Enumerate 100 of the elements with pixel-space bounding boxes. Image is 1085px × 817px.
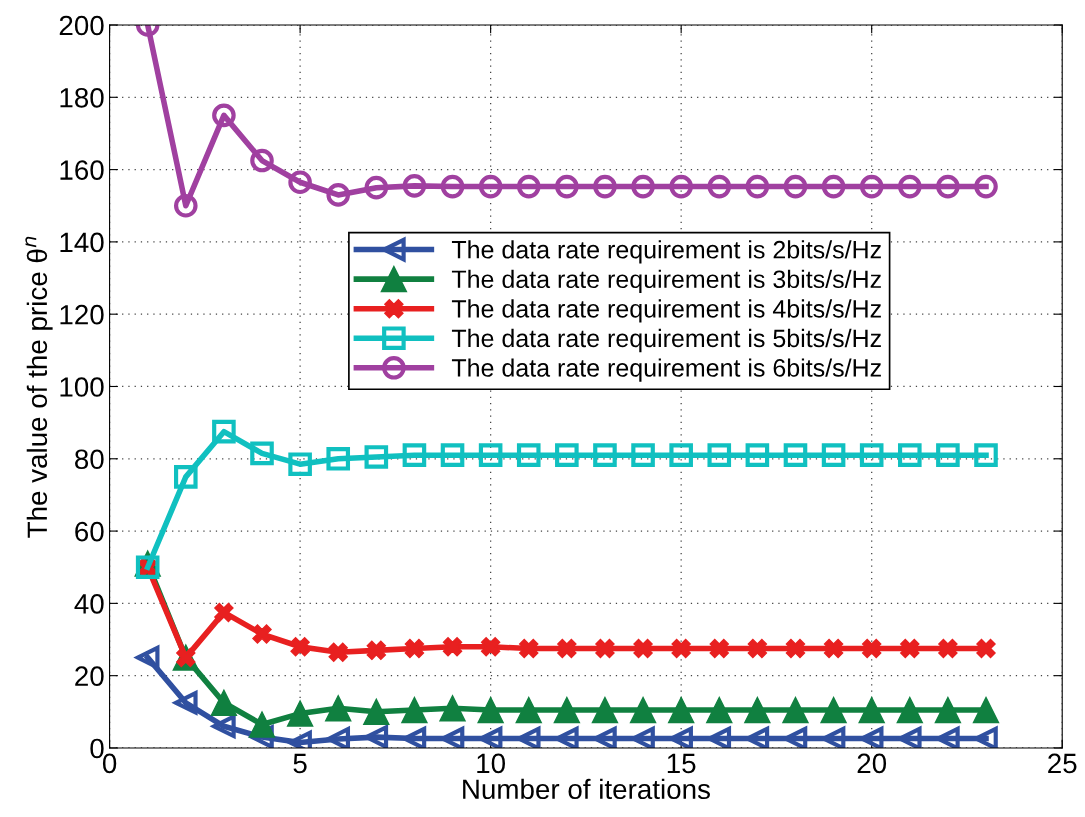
point xyxy=(477,696,504,724)
point xyxy=(553,696,581,724)
point xyxy=(555,174,579,199)
x-tick-label: 0 xyxy=(102,753,117,774)
point xyxy=(707,443,732,467)
point xyxy=(212,103,236,128)
point xyxy=(288,170,312,195)
point xyxy=(900,638,920,659)
point xyxy=(633,638,653,659)
legend-label: The data rate requirement is 4bits/s/Hz xyxy=(451,299,881,323)
point xyxy=(402,174,427,198)
point xyxy=(629,696,657,724)
point xyxy=(669,174,693,199)
point xyxy=(212,419,236,444)
point xyxy=(671,638,691,659)
point xyxy=(783,726,808,748)
point xyxy=(516,726,541,748)
point xyxy=(974,726,998,748)
point xyxy=(593,726,617,748)
point xyxy=(745,174,770,199)
y-tick-label: 100 xyxy=(60,377,104,397)
point xyxy=(631,174,655,199)
point xyxy=(669,443,693,467)
point xyxy=(707,726,732,748)
point xyxy=(557,638,577,659)
point xyxy=(595,638,615,659)
point xyxy=(402,443,427,467)
point xyxy=(936,726,960,748)
point xyxy=(250,148,274,173)
point xyxy=(976,638,996,659)
point xyxy=(480,637,501,657)
point xyxy=(326,727,351,748)
point xyxy=(210,689,238,716)
point xyxy=(366,640,387,661)
point xyxy=(440,726,465,748)
point xyxy=(821,174,846,199)
point xyxy=(402,726,427,748)
point xyxy=(859,726,884,748)
point xyxy=(593,174,617,199)
point xyxy=(897,174,922,199)
point xyxy=(747,638,768,659)
point xyxy=(821,443,846,467)
y-tick-label: 180 xyxy=(60,87,104,108)
point xyxy=(440,443,465,467)
x-tick-label: 15 xyxy=(667,753,696,774)
x-tick-label: 10 xyxy=(477,753,505,774)
point xyxy=(745,443,770,467)
point xyxy=(897,726,922,748)
point xyxy=(896,696,923,724)
point xyxy=(516,174,541,199)
point xyxy=(173,465,198,489)
point xyxy=(667,696,695,724)
point xyxy=(782,696,809,724)
point xyxy=(823,638,844,659)
point xyxy=(326,183,351,207)
y-tick-label: 160 xyxy=(60,160,104,180)
point xyxy=(519,638,539,659)
point xyxy=(404,638,425,659)
point xyxy=(173,193,198,218)
point xyxy=(974,174,998,199)
y-tick-label: 80 xyxy=(75,449,104,470)
point xyxy=(631,726,655,748)
y-tick-label: 0 xyxy=(90,738,104,759)
point xyxy=(439,695,466,722)
point xyxy=(478,174,503,199)
point xyxy=(250,441,274,466)
legend-label: The data rate requirement is 2bits/s/Hz xyxy=(451,240,881,264)
y-tick-label: 40 xyxy=(74,594,104,614)
point xyxy=(478,726,503,748)
y-tick-label: 140 xyxy=(60,232,104,253)
point xyxy=(133,644,160,670)
legend-label: The data rate requirement is 5bits/s/Hz xyxy=(451,328,881,353)
x-tick-label: 20 xyxy=(857,753,887,774)
x-tick-label: 25 xyxy=(1048,753,1077,774)
point xyxy=(171,689,198,716)
point xyxy=(364,445,389,469)
point xyxy=(593,443,617,467)
point xyxy=(364,175,389,200)
point xyxy=(974,443,998,467)
y-tick-label: 20 xyxy=(75,666,104,687)
point xyxy=(936,174,960,199)
point xyxy=(591,696,619,724)
y-tick-label: 120 xyxy=(60,304,104,325)
point xyxy=(820,696,847,724)
point xyxy=(861,638,882,659)
point xyxy=(248,711,276,738)
point xyxy=(859,443,884,467)
point xyxy=(325,695,352,722)
y-tick-label: 60 xyxy=(75,521,104,542)
point xyxy=(326,446,351,471)
y-axis-title: The value of the price θ$^{n}$ xyxy=(25,236,53,538)
point xyxy=(328,642,348,662)
point xyxy=(288,452,312,477)
point xyxy=(744,696,771,724)
point xyxy=(897,443,922,467)
legend-label: The data rate requirement is 3bits/s/Hz xyxy=(451,269,881,294)
point xyxy=(363,698,390,726)
legend-label: The data rate requirement is 6bits/s/Hz xyxy=(451,358,881,382)
point xyxy=(821,726,846,748)
point xyxy=(515,696,542,724)
